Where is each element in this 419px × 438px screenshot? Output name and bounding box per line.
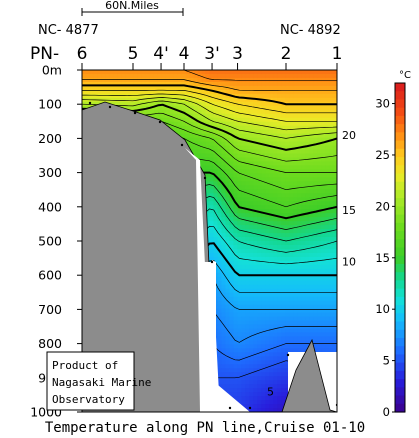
deep-mask	[212, 380, 250, 412]
observation-point	[286, 353, 290, 357]
colorbar-tick-label: 5	[383, 354, 390, 368]
credit-line-2: Nagasaki Marine	[52, 376, 151, 389]
isotherm-label: 5	[267, 385, 274, 398]
station-label: 5	[128, 44, 139, 64]
station-labels: 6 5 4' 4 3' 3 2 1	[77, 44, 343, 64]
credit-box-frame	[46, 351, 135, 411]
depth-tick-label: 0m	[42, 63, 62, 78]
colorbar-tick-label: 0	[383, 405, 390, 419]
isotherm-label: 20	[342, 129, 356, 142]
station-ticks	[81, 63, 338, 70]
station-label: 6	[77, 44, 88, 64]
isotherm-label: 10	[342, 256, 356, 269]
slope-column-mask	[200, 262, 212, 412]
colorbar-tick-label: 30	[375, 97, 390, 111]
observation-point	[88, 101, 92, 105]
observation-point	[248, 406, 252, 410]
plot-area	[82, 70, 337, 412]
slope-mask	[198, 262, 220, 412]
depth-tick-label: 300	[38, 165, 62, 180]
isotherm-23	[82, 93, 337, 122]
depth-tick-label: 100	[38, 97, 62, 112]
observation-point	[158, 120, 162, 124]
isotherm-25	[82, 84, 337, 106]
isotherm-27	[82, 70, 337, 81]
depth-tick-label: 800	[38, 336, 62, 351]
right-station-id: NC- 4892	[280, 23, 341, 38]
isotherm-21	[82, 100, 337, 139]
credit-line-1: Product of	[52, 359, 118, 372]
depth-tick-label: 200	[38, 131, 62, 146]
colorbar: °C 30 25 20 15 10 5 0	[375, 70, 411, 419]
credit-line-3: Observatory	[52, 393, 125, 406]
observation-point	[210, 260, 214, 264]
observation-point	[228, 406, 232, 410]
depth-tick-label: 700	[38, 302, 62, 317]
chart-title: Temperature along PN line,Cruise 01-10	[45, 420, 365, 436]
scale-bar-label: 60N.Miles	[105, 0, 159, 12]
colorbar-tick-label: 15	[375, 251, 390, 265]
station-label: 3	[232, 44, 243, 64]
isotherm-22	[82, 97, 337, 131]
colorbar-tick-label: 10	[375, 302, 390, 316]
observation-point	[108, 105, 112, 109]
station-label: 1	[332, 44, 343, 64]
observation-point	[203, 176, 207, 180]
seafloor-terrain	[82, 101, 337, 412]
depth-tick-label: 600	[38, 268, 62, 283]
colorbar-tick-label: 20	[375, 199, 390, 213]
station-label: 2	[281, 44, 292, 64]
credit-box: Product of Nagasaki Marine Observatory	[46, 351, 151, 411]
colorbar-unit: °C	[399, 70, 411, 81]
station-label: 3'	[204, 44, 220, 64]
observation-points	[88, 101, 337, 410]
observation-point	[133, 111, 137, 115]
isotherm-label: 15	[342, 204, 356, 217]
depth-tick-label: 400	[38, 199, 62, 214]
colorbar-tick-label: 25	[375, 148, 390, 162]
seamount	[281, 338, 337, 412]
scale-bar: 60N.Miles	[81, 0, 184, 16]
line-label: PN-	[30, 44, 59, 64]
station-label: 4'	[153, 44, 169, 64]
isotherm-24	[82, 89, 337, 114]
depth-tick-label: 500	[38, 234, 62, 249]
colorbar-frame	[394, 82, 406, 413]
station-label: 4	[179, 44, 190, 64]
left-station-id: NC- 4877	[38, 23, 99, 38]
isotherm-26	[82, 79, 337, 92]
observation-point	[180, 143, 184, 147]
isotherm-labels: 20 15 10 5	[267, 129, 356, 399]
